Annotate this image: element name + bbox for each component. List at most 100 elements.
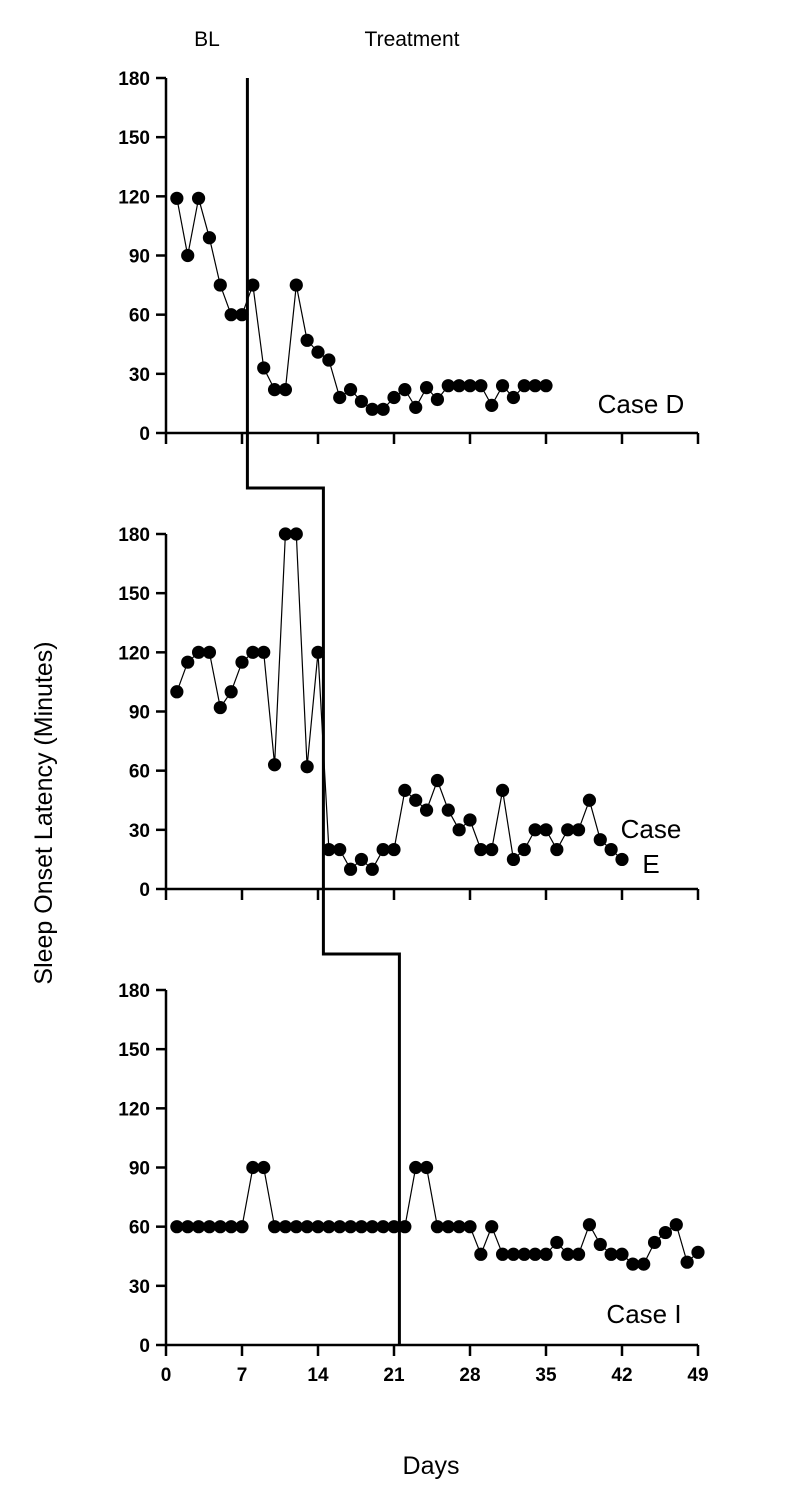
phase-label-treatment: Treatment [365, 28, 460, 51]
data-point [246, 278, 260, 292]
data-point [441, 1220, 455, 1234]
data-point [615, 1247, 629, 1261]
data-point [398, 1220, 412, 1234]
data-point [213, 278, 227, 292]
y-tick-label: 60 [129, 762, 150, 783]
data-point [267, 758, 282, 772]
y-tick-label: 0 [139, 1336, 150, 1357]
data-point [409, 793, 423, 807]
data-point [257, 645, 271, 659]
y-tick-label: 120 [118, 187, 150, 208]
panels-group: 0 30 60 90 120 150 180 Case D 0 30 60 90 120 150 180 Ca… [118, 69, 708, 1386]
y-tick-label: 30 [129, 365, 150, 386]
panel-0: 0 30 60 90 120 150 180 Case D [118, 69, 700, 445]
data-point [257, 1160, 271, 1175]
panel-1: 0 30 60 90 120 150 180 Case E [118, 525, 700, 901]
data-point [224, 1220, 238, 1234]
data-point [257, 361, 271, 375]
data-point [333, 1220, 347, 1234]
data-point [202, 231, 217, 245]
data-point [561, 823, 575, 837]
data-point [213, 700, 227, 715]
data-point [246, 645, 260, 659]
case-label: E [642, 849, 659, 879]
data-point [452, 1220, 466, 1234]
panel-2: 0 30 60 90 120 150 180 0 7 14 21 28 35 42 49 Case I [118, 981, 708, 1386]
data-point [170, 1220, 184, 1234]
y-tick-label: 60 [129, 1218, 150, 1239]
data-point [474, 842, 488, 857]
data-point [170, 685, 184, 699]
data-point [604, 842, 618, 857]
data-point [582, 793, 597, 807]
data-point [615, 852, 629, 867]
data-point [365, 862, 379, 876]
data-point [311, 345, 325, 359]
data-point [691, 1245, 705, 1259]
y-tick-label: 90 [129, 703, 150, 724]
data-point [289, 278, 303, 292]
x-tick-label: 21 [383, 1365, 405, 1386]
data-point [626, 1257, 640, 1271]
data-point [235, 308, 249, 322]
data-point [550, 842, 564, 857]
data-point [181, 1220, 195, 1234]
data-point [463, 813, 477, 827]
data-point [474, 1247, 488, 1261]
data-point [495, 1247, 510, 1261]
data-point [322, 842, 336, 857]
data-point [278, 1220, 293, 1234]
y-tick-label: 30 [129, 821, 150, 842]
data-point [528, 1247, 542, 1261]
data-point [550, 1235, 564, 1250]
data-point [571, 823, 586, 837]
y-tick-label: 30 [129, 1277, 150, 1298]
y-tick-label: 150 [118, 128, 150, 149]
data-point [539, 823, 553, 837]
data-point [495, 379, 510, 393]
x-tick-label: 35 [535, 1365, 557, 1386]
data-point [517, 1247, 531, 1261]
data-point [441, 803, 455, 817]
data-point [561, 1247, 575, 1261]
y-tick-label: 0 [139, 424, 150, 445]
data-point [528, 379, 542, 393]
data-point [506, 390, 521, 405]
data-point [387, 390, 401, 405]
data-point [647, 1235, 662, 1250]
data-point [343, 862, 358, 876]
data-point [311, 645, 325, 659]
data-point [235, 655, 249, 669]
data-point [333, 390, 347, 405]
data-point [582, 1218, 597, 1232]
data-point [452, 379, 466, 393]
data-point [409, 400, 423, 414]
data-point [181, 248, 195, 263]
data-point [485, 398, 499, 412]
data-point [376, 842, 390, 857]
data-point [593, 1237, 607, 1252]
data-point [202, 1220, 217, 1234]
data-point [517, 842, 531, 857]
x-tick-label: 49 [687, 1365, 708, 1386]
data-point [278, 527, 293, 541]
data-point [539, 379, 553, 393]
data-point [398, 383, 412, 397]
data-point [191, 645, 206, 659]
data-point [289, 1220, 303, 1234]
x-tick-label: 7 [237, 1365, 248, 1386]
y-tick-label: 180 [118, 525, 150, 546]
y-tick-label: 120 [118, 1099, 150, 1120]
data-point [571, 1247, 586, 1261]
x-tick-label: 28 [459, 1365, 480, 1386]
data-point [506, 852, 521, 867]
data-point [409, 1160, 423, 1175]
data-point [419, 381, 434, 395]
data-point [495, 783, 510, 797]
data-point [419, 1160, 434, 1175]
data-point [604, 1247, 618, 1261]
data-point [354, 394, 369, 409]
x-axis-title: Days [403, 1452, 460, 1480]
data-point [485, 842, 499, 857]
data-point [333, 842, 347, 857]
